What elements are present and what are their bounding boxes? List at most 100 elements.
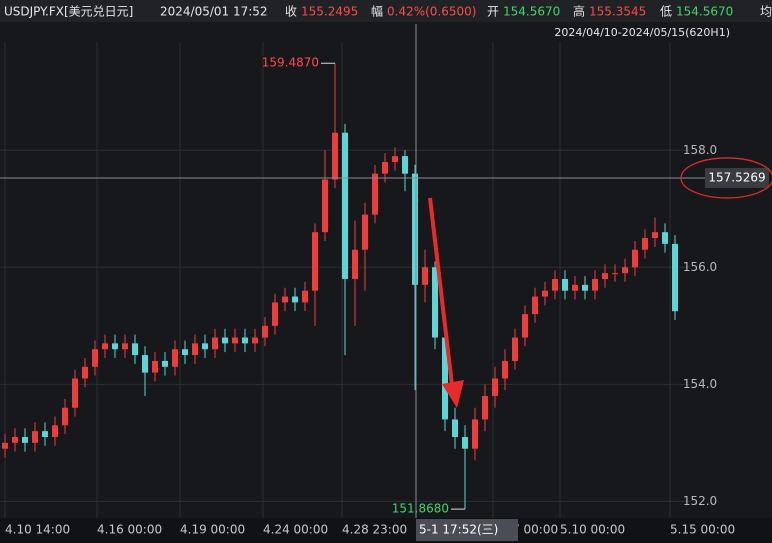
candle-body <box>622 267 628 274</box>
candle-body <box>522 314 528 338</box>
candle-body <box>542 290 548 297</box>
label: 均 <box>760 5 772 19</box>
candle-body <box>362 214 368 250</box>
label: 幅 <box>371 4 383 19</box>
candle-body <box>72 378 78 408</box>
candle-body <box>42 431 48 437</box>
datetime: 2024/05/01 17:52 <box>160 5 268 19</box>
candle-body <box>612 273 618 275</box>
candle-body <box>312 232 318 291</box>
candle-body <box>452 419 458 437</box>
x-tick-label: 5.15 00:00 <box>670 523 735 537</box>
candle-body <box>632 249 638 268</box>
max-label: 159.4870 <box>262 56 319 70</box>
x-tick-label: 4.28 23:00 <box>342 523 407 537</box>
candle-body <box>352 249 358 279</box>
crosshair-x-label: 5-1 17:52(三) <box>419 523 498 537</box>
highlight-ellipse <box>680 157 772 199</box>
candle-body <box>12 437 18 443</box>
candle-body <box>152 360 158 373</box>
label: 收 <box>285 5 297 19</box>
range: 2024/04/10-2024/05/15(620H1) <box>554 26 730 39</box>
candle-body <box>232 337 238 344</box>
candle-body <box>112 343 118 350</box>
arrow-head <box>442 380 464 408</box>
candle-body <box>212 337 218 350</box>
candle-body <box>142 355 148 373</box>
candle-body <box>172 349 178 367</box>
candle-body <box>382 161 388 174</box>
y-tick-label: 156.0 <box>683 260 717 274</box>
candle-body <box>122 343 128 350</box>
candle-body <box>182 349 188 356</box>
arrow-shaft <box>428 197 454 386</box>
candle-body <box>62 407 68 426</box>
candle-body <box>342 132 348 279</box>
candle-body <box>162 360 168 367</box>
x-axis-bar <box>0 518 772 543</box>
candle-body <box>472 419 478 449</box>
candle-body <box>282 296 288 303</box>
candle-body <box>322 179 328 233</box>
candle-body <box>562 279 568 291</box>
label: 低 <box>660 5 672 19</box>
min-label: 151.8680 <box>392 502 449 516</box>
candle-body <box>582 284 588 291</box>
candle-body <box>412 173 418 285</box>
candle-body <box>392 156 398 162</box>
label: 开 <box>487 5 499 19</box>
candle-body <box>332 132 338 180</box>
candle-body <box>202 343 208 350</box>
label: 高 <box>573 4 585 19</box>
candle-body <box>92 349 98 367</box>
candle-body <box>602 273 608 279</box>
candle-body <box>32 431 38 443</box>
x-tick-label: 4.24 00:00 <box>263 523 328 537</box>
candle-body <box>592 279 598 291</box>
candle-body <box>192 343 198 356</box>
symbol: USDJPY.FX[美元兑日元] <box>4 5 133 19</box>
candle-body <box>572 284 578 291</box>
crosshair-x-box <box>416 519 518 541</box>
candle-body <box>502 360 508 379</box>
candle-body <box>102 343 108 350</box>
y-tick-label: 154.0 <box>683 377 717 391</box>
candle-body <box>242 337 248 344</box>
candle-body <box>422 267 428 285</box>
candle-body <box>512 337 518 361</box>
crosshair-y-label: 157.5269 <box>708 170 765 184</box>
crosshair-y-box <box>705 167 769 188</box>
x-tick-label: 4.19 00:00 <box>180 523 245 537</box>
candle-body <box>432 267 438 338</box>
low-value: 154.5670 <box>676 5 733 19</box>
y-tick-label: 158.0 <box>683 143 717 157</box>
x-tick-label: 4.16 00:00 <box>97 523 162 537</box>
candle-body <box>662 232 668 244</box>
x-tick-label: 4.10 14:00 <box>5 523 70 537</box>
candle-body <box>492 378 498 397</box>
change-value: 0.42%(0.6500) <box>387 5 476 19</box>
candle-body <box>292 296 298 303</box>
candle-body <box>372 173 378 215</box>
candle-body <box>252 337 258 344</box>
candle-body <box>442 337 448 420</box>
candle-body <box>302 290 308 303</box>
header-bar <box>0 0 772 22</box>
candle-body <box>482 396 488 420</box>
candle-body <box>2 442 8 449</box>
candle-body <box>132 343 138 356</box>
x-tick-label: 5.10 00:00 <box>560 523 625 537</box>
candle-body <box>222 337 228 344</box>
candle-body <box>22 437 28 443</box>
candle-body <box>652 232 658 239</box>
candle-body <box>462 437 468 449</box>
high-value: 155.3545 <box>589 5 646 19</box>
candle-body <box>642 238 648 250</box>
candle-body <box>532 296 538 315</box>
close-value: 155.2495 <box>301 5 358 19</box>
open-value: 154.5670 <box>503 5 560 19</box>
candle-body <box>672 243 678 312</box>
candle-body <box>52 425 58 437</box>
